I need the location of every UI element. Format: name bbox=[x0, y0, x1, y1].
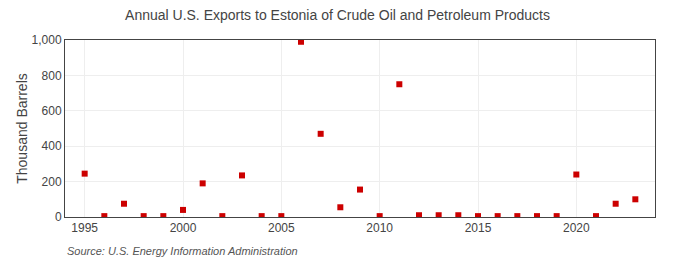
svg-text:400: 400 bbox=[42, 139, 62, 153]
svg-text:1995: 1995 bbox=[71, 221, 98, 235]
svg-text:Source: U.S. Energy Informatio: Source: U.S. Energy Information Administ… bbox=[67, 245, 298, 257]
svg-text:Thousand Barrels: Thousand Barrels bbox=[14, 73, 30, 184]
svg-text:2005: 2005 bbox=[268, 221, 295, 235]
svg-text:2000: 2000 bbox=[170, 221, 197, 235]
svg-text:0: 0 bbox=[55, 210, 62, 224]
svg-text:2010: 2010 bbox=[366, 221, 393, 235]
svg-text:2015: 2015 bbox=[465, 221, 492, 235]
svg-text:Annual U.S. Exports to Estonia: Annual U.S. Exports to Estonia of Crude … bbox=[125, 7, 550, 23]
svg-text:800: 800 bbox=[42, 69, 62, 83]
svg-text:600: 600 bbox=[42, 104, 62, 118]
svg-text:200: 200 bbox=[42, 175, 62, 189]
svg-text:2020: 2020 bbox=[563, 221, 590, 235]
svg-text:1,000: 1,000 bbox=[32, 33, 62, 47]
